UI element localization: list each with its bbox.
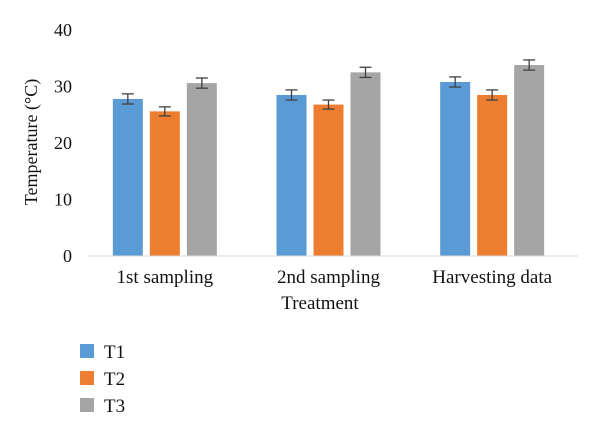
y-axis-ticks: 0 10 20 30 40 xyxy=(54,20,72,266)
bar-t1 xyxy=(276,94,307,256)
bar-t1 xyxy=(440,81,471,256)
x-tick-label: Harvesting data xyxy=(432,267,552,288)
x-axis-ticks: 1st sampling 2nd sampling Harvesting data xyxy=(117,267,553,288)
x-tick-label: 1st sampling xyxy=(117,267,214,288)
legend-swatch-t1 xyxy=(80,344,94,358)
bar-t3 xyxy=(350,72,381,256)
bar-t2 xyxy=(149,111,180,256)
legend-swatch-t2 xyxy=(80,371,94,385)
y-tick-label: 40 xyxy=(54,20,72,40)
y-tick-label: 20 xyxy=(54,133,72,153)
bar-t2 xyxy=(477,94,508,256)
y-tick-label: 10 xyxy=(54,190,72,210)
y-tick-label: 30 xyxy=(54,77,72,97)
bars xyxy=(112,59,545,257)
legend-label: T2 xyxy=(104,369,125,390)
bar-t3 xyxy=(186,83,217,256)
x-axis-title: Treatment xyxy=(281,293,359,314)
y-axis-title: Temperature (°C) xyxy=(21,79,42,205)
y-tick-label: 0 xyxy=(63,246,72,266)
legend-label: T1 xyxy=(104,342,125,363)
legend-label: T3 xyxy=(104,396,125,417)
bar-t1 xyxy=(112,98,143,257)
legend: T1 T2 T3 xyxy=(80,342,125,417)
bar-t2 xyxy=(313,104,344,256)
bar-t3 xyxy=(514,65,545,256)
x-tick-label: 2nd sampling xyxy=(277,267,380,288)
legend-swatch-t3 xyxy=(80,398,94,412)
